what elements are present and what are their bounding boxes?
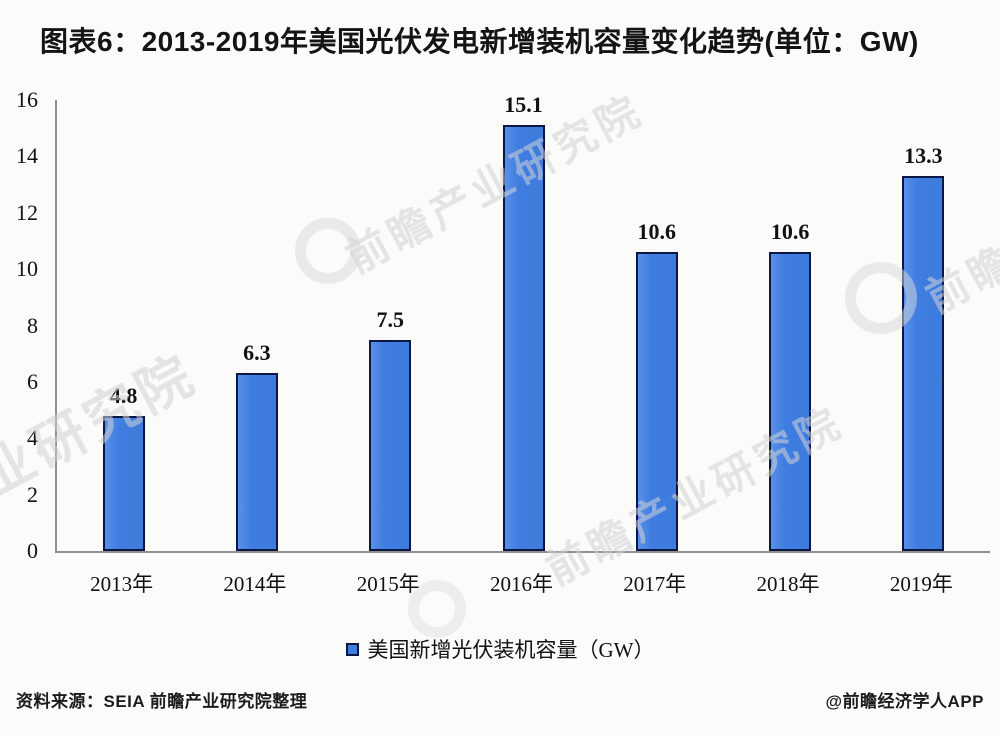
bar-2014年 — [235, 373, 278, 551]
bar-value-label: 6.3 — [243, 340, 271, 365]
x-tick-label: 2013年 — [90, 572, 154, 596]
bar-value-label: 10.6 — [770, 219, 810, 244]
footer: 资料来源：SEIA 前瞻产业研究院整理 @前瞻经济学人APP — [0, 687, 1000, 712]
bar-2018年 — [769, 252, 812, 551]
chart-title: 图表6：2013-2019年美国光伏发电新增装机容量变化趋势(单位：GW) — [40, 26, 919, 57]
x-tick-label: 2016年 — [489, 572, 553, 596]
x-tick-label: 2019年 — [889, 572, 953, 596]
x-tick-label: 2014年 — [223, 572, 287, 596]
legend-label: 美国新增光伏装机容量（GW） — [367, 638, 655, 662]
y-axis: 0 2 4 6 8 10 12 14 16 — [0, 0, 44, 736]
x-axis: 2013年 2014年 2015年 2016年 2017年 2018年 2019年 — [55, 568, 988, 598]
bar-2019年 — [902, 176, 945, 551]
bar-value-label: 15.1 — [504, 92, 543, 117]
y-tick-label: 16 — [16, 87, 38, 112]
y-tick-label: 8 — [27, 312, 38, 338]
plot-area: 4.8 6.3 7.5 15.1 10.6 10.6 13.3 — [55, 92, 990, 553]
bar-value-label: 4.8 — [109, 383, 138, 408]
bar-2013年 — [102, 416, 145, 551]
x-tick-label: 2015年 — [356, 572, 420, 596]
legend-marker-swatch — [345, 642, 359, 656]
legend: 美国新增光伏装机容量（GW） — [0, 634, 1000, 664]
bar-2015年 — [369, 340, 412, 551]
y-tick-label: 14 — [16, 143, 38, 169]
source-note: 资料来源：SEIA 前瞻产业研究院整理 — [16, 692, 308, 711]
y-tick-label: 10 — [16, 256, 38, 282]
x-tick-label: 2018年 — [756, 572, 820, 596]
y-tick-label: 2 — [27, 481, 38, 507]
bar-value-label: 13.3 — [904, 143, 943, 168]
y-tick-label: 0 — [27, 538, 38, 563]
credit-note: @前瞻经济学人APP — [825, 692, 984, 711]
bar-value-label: 10.6 — [637, 219, 677, 244]
bar-2016年 — [502, 125, 545, 551]
y-tick-label: 4 — [27, 425, 38, 451]
bar-value-label: 7.5 — [376, 307, 404, 332]
y-tick-label: 6 — [27, 368, 38, 394]
bar-2017年 — [635, 252, 678, 551]
x-tick-label: 2017年 — [623, 572, 687, 596]
y-tick-label: 12 — [16, 199, 38, 225]
